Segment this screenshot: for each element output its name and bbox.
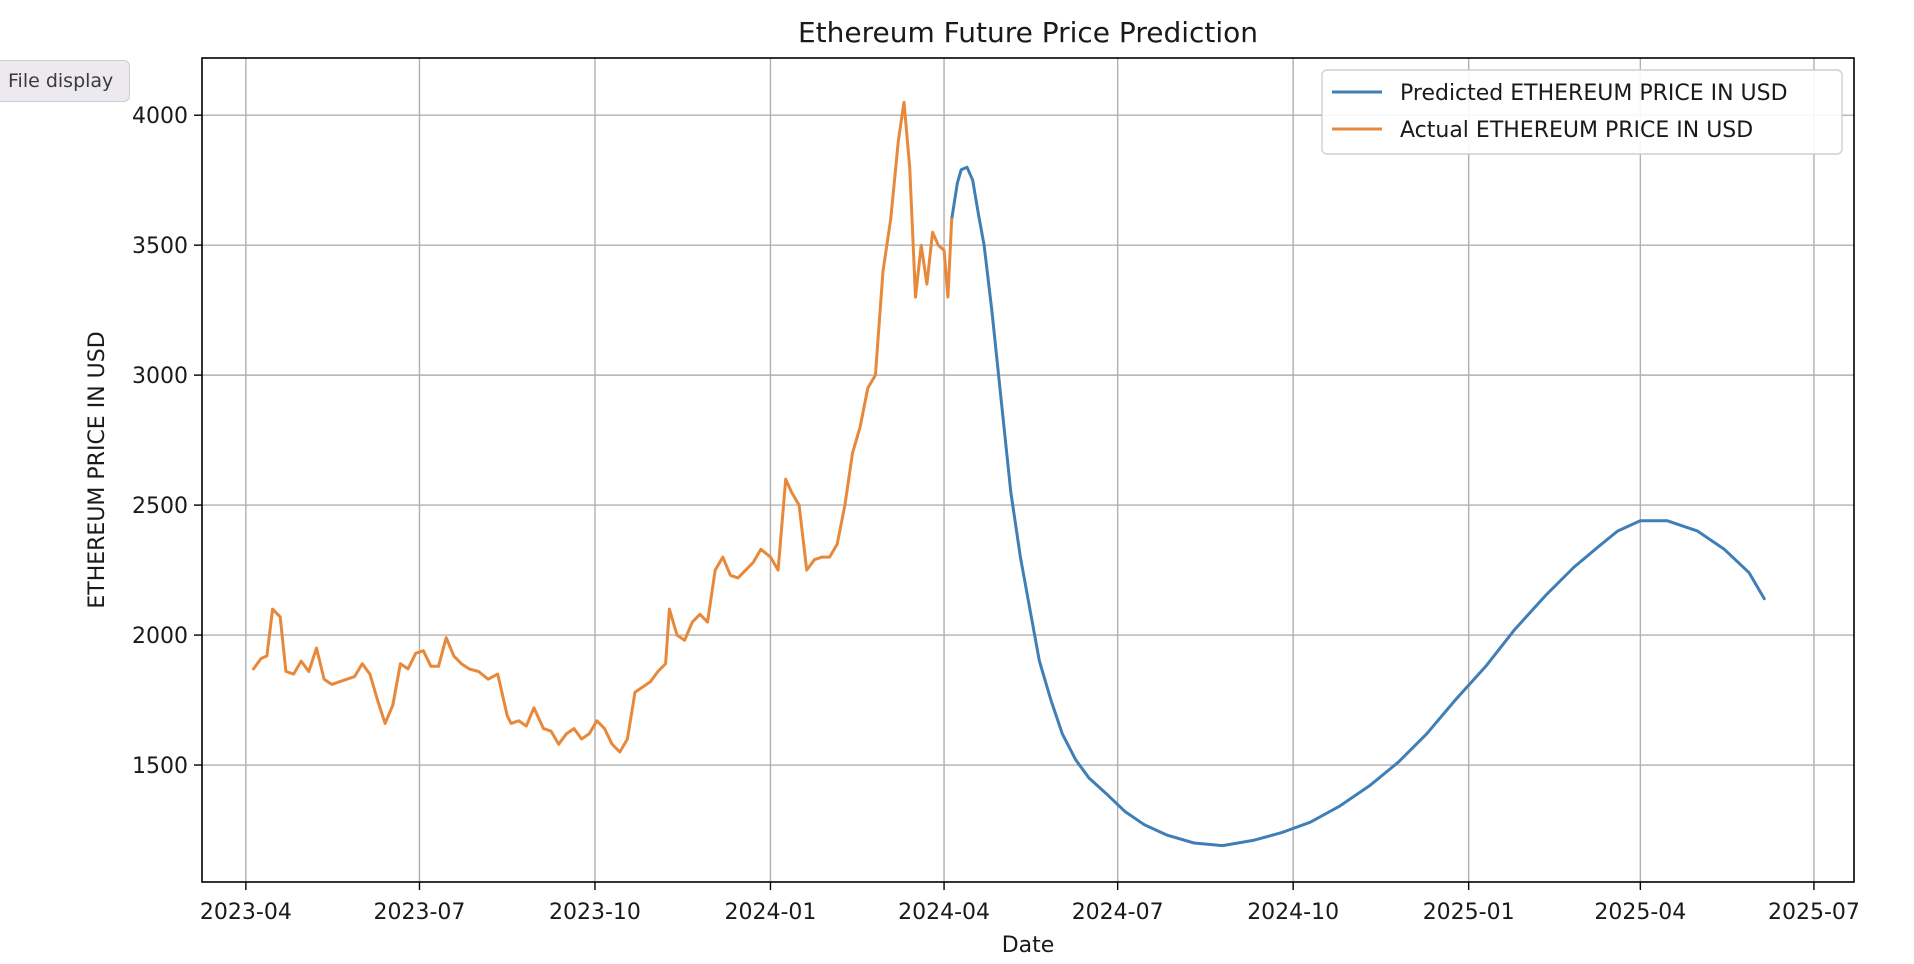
x-axis-ticks: 2023-04 2023-07 2023-10 2024-01 2024-04 2024-… — [200, 882, 1860, 925]
y-tick-label: 3000 — [132, 364, 188, 389]
x-tick-label: 2023-07 — [374, 900, 466, 925]
x-tick-label: 2025-04 — [1594, 900, 1686, 925]
x-tick-label: 2024-10 — [1247, 900, 1339, 925]
y-tick-label: 1500 — [132, 754, 188, 779]
x-tick-label: 2025-01 — [1423, 900, 1515, 925]
legend-label: Actual ETHEREUM PRICE IN USD — [1400, 118, 1753, 143]
series-line-actual — [252, 100, 954, 754]
x-tick-label: 2025-07 — [1768, 900, 1860, 925]
file-display-tooltip: File display — [0, 60, 131, 102]
x-tick-label: 2023-10 — [549, 900, 641, 925]
legend-label: Predicted ETHEREUM PRICE IN USD — [1400, 81, 1788, 106]
y-tick-label: 2500 — [132, 494, 188, 519]
y-tick-label: 4000 — [132, 104, 188, 129]
x-tick-label: 2024-07 — [1072, 900, 1164, 925]
x-tick-label: 2024-01 — [725, 900, 817, 925]
x-tick-label: 2023-04 — [200, 900, 292, 925]
series-line-predicted — [950, 165, 1766, 848]
y-tick-label: 3500 — [132, 234, 188, 259]
y-axis-label: ETHEREUM PRICE IN USD — [85, 331, 110, 608]
legend: Predicted ETHEREUM PRICE IN USD Actual ET… — [1321, 69, 1843, 155]
legend-box — [1321, 69, 1843, 155]
y-axis-ticks: 1500 2000 2500 3000 3500 4000 — [132, 104, 202, 779]
series-lines — [252, 100, 1766, 848]
grid — [202, 58, 1854, 882]
plot-frame — [201, 57, 1855, 883]
chart-title: Ethereum Future Price Prediction — [798, 16, 1258, 49]
y-tick-label: 2000 — [132, 624, 188, 649]
x-axis-label: Date — [1002, 933, 1055, 958]
x-tick-label: 2024-04 — [898, 900, 990, 925]
